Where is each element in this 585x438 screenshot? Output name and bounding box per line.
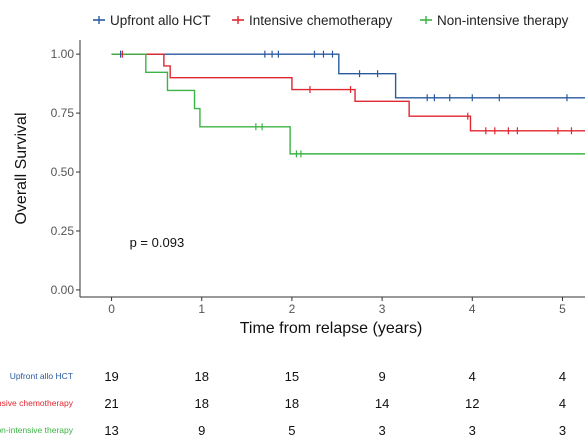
- legend-label: Non-intensive therapy: [437, 13, 569, 28]
- risk-count: 3: [559, 423, 566, 438]
- y-axis-title: Overall Survival: [13, 112, 30, 224]
- ticks: 0.00 0.25 0.50 0.75 1.00 0 1 2 3 4 5: [51, 47, 566, 316]
- risk-count: 15: [285, 369, 299, 384]
- axes: [79, 40, 585, 298]
- risk-count: 18: [285, 396, 299, 411]
- risk-row-label: Upfront allo HCT: [10, 371, 73, 381]
- p-value-annotation: p = 0.093: [130, 235, 185, 250]
- legend: Upfront allo HCT Intensive chemotherapy No…: [93, 13, 569, 28]
- risk-count: 12: [465, 396, 479, 411]
- censor-marks: [119, 50, 573, 158]
- x-tick-label: 3: [379, 302, 386, 316]
- risk-count: 4: [559, 396, 566, 411]
- risk-count: 4: [469, 369, 476, 384]
- risk-count: 18: [195, 369, 209, 384]
- risk-count: 14: [375, 396, 389, 411]
- risk-row-label: Intensive chemotherapy: [0, 398, 74, 408]
- risk-table: Upfront allo HCT 19 18 15 9 4 4 Intensive chemo…: [0, 369, 566, 438]
- risk-count: 3: [469, 423, 476, 438]
- x-axis-title: Time from relapse (years): [240, 320, 423, 337]
- risk-count: 21: [104, 396, 118, 411]
- risk-count: 18: [195, 396, 209, 411]
- legend-label: Intensive chemotherapy: [249, 13, 393, 28]
- survival-curve-2: [111, 53, 585, 155]
- risk-count: 19: [104, 369, 118, 384]
- risk-count: 4: [559, 369, 566, 384]
- y-tick-label: 0.50: [51, 165, 75, 179]
- survival-curve-1: [111, 53, 585, 132]
- risk-count: 9: [198, 423, 205, 438]
- x-tick-label: 2: [289, 302, 296, 316]
- x-tick-label: 1: [198, 302, 205, 316]
- survival-curve-0: [111, 53, 585, 99]
- x-tick-label: 5: [559, 302, 566, 316]
- y-tick-label: 0.00: [51, 283, 75, 297]
- x-tick-label: 0: [108, 302, 115, 316]
- y-tick-label: 0.25: [51, 224, 75, 238]
- x-tick-label: 4: [469, 302, 476, 316]
- risk-row-label: Non-intensive therapy: [0, 425, 74, 435]
- risk-count: 3: [378, 423, 385, 438]
- risk-count: 13: [104, 423, 118, 438]
- y-tick-label: 0.75: [51, 106, 75, 120]
- risk-count: 5: [288, 423, 295, 438]
- risk-count: 9: [378, 369, 385, 384]
- survival-curves: [111, 53, 585, 155]
- y-tick-label: 1.00: [51, 47, 75, 61]
- legend-label: Upfront allo HCT: [110, 13, 211, 28]
